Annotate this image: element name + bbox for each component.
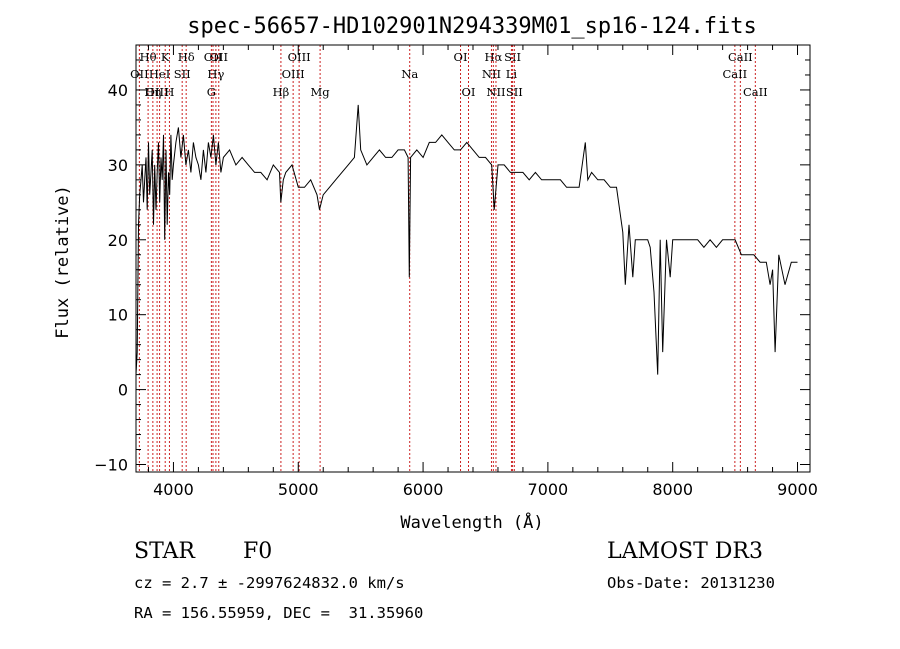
coordinates: RA = 156.55959, DEC = 31.35960 [134, 604, 424, 622]
marker-label: Hβ [273, 85, 290, 99]
marker-label: Hδ [178, 50, 195, 64]
x-axis-label: Wavelength (Å) [400, 511, 543, 533]
marker-label: OIII [282, 67, 305, 81]
marker-label: OII [209, 50, 228, 64]
marker-label: NII [486, 85, 505, 99]
marker-label: CaII [722, 67, 747, 81]
object-class: STAR [134, 539, 195, 564]
marker-label: Hη [144, 85, 161, 99]
marker-label: OI [454, 50, 468, 64]
flux-series [135, 104, 798, 375]
y-tick-label: 10 [108, 306, 128, 325]
marker-label: SII [506, 85, 523, 99]
marker-label: Na [401, 67, 418, 81]
chart-title: spec-56657-HD102901N294339M01_sp16-124.f… [187, 14, 757, 39]
y-axis-label: Flux (relative) [53, 185, 73, 339]
y-tick-label: 20 [108, 231, 128, 250]
marker-label: HeI [149, 67, 170, 81]
plot-frame [135, 44, 811, 473]
marker-label: G [207, 85, 216, 99]
marker-label: Li [506, 67, 518, 81]
marker-label: SII [504, 50, 521, 64]
x-tick-label: 7000 [528, 480, 569, 499]
x-tick-label: 8000 [652, 480, 693, 499]
marker-label: K [161, 50, 170, 64]
marker-label: Hα [484, 50, 502, 64]
marker-label: H [164, 85, 174, 99]
marker-label: Hγ [207, 67, 224, 81]
x-tick-label: 5000 [278, 480, 319, 499]
y-tick-label: 40 [108, 81, 128, 100]
marker-label: SII [174, 67, 191, 81]
marker-label: CaII [728, 50, 753, 64]
marker-label: Hθ [140, 50, 157, 64]
marker-label: OIII [146, 85, 169, 99]
marker-label: Mg [311, 85, 331, 99]
x-tick-label: 4000 [153, 480, 194, 499]
marker-label: OII [204, 50, 223, 64]
marker-label: CaII [743, 85, 768, 99]
y-axis-ticks: −10 0 10 20 30 40 [94, 59, 810, 475]
survey-name: LAMOST DR3 [607, 539, 763, 564]
y-tick-label: 0 [118, 381, 128, 400]
x-tick-label: 6000 [403, 480, 444, 499]
y-tick-label: 30 [108, 156, 128, 175]
flux-line [135, 104, 798, 375]
marker-label: OIII [288, 50, 311, 64]
x-axis-ticks: 4000 5000 6000 7000 8000 9000 [147, 45, 818, 499]
observation-date: Obs-Date: 20131230 [607, 574, 775, 592]
marker-label: OI [462, 85, 476, 99]
y-tick-label: −10 [94, 456, 128, 475]
marker-label: NII [482, 67, 501, 81]
marker-label: OII [130, 67, 149, 81]
object-subclass: F0 [243, 539, 273, 564]
redshift-velocity: cz = 2.7 ± -2997624832.0 km/s [134, 574, 405, 592]
x-tick-label: 9000 [777, 480, 818, 499]
